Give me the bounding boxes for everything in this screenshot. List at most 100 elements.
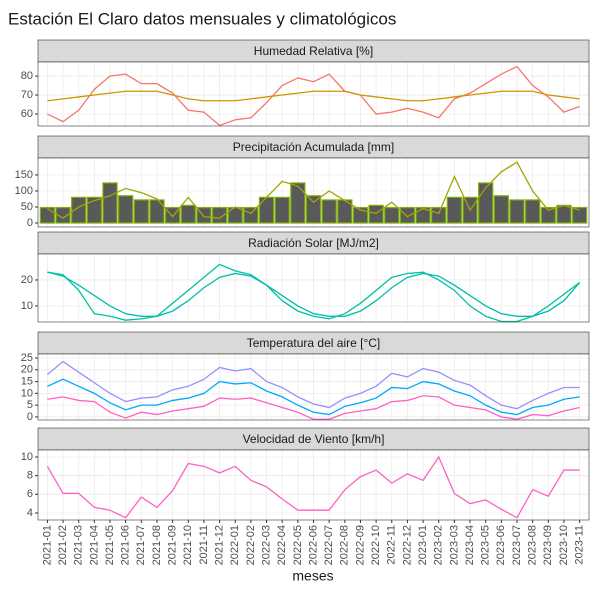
line: [47, 263, 580, 323]
bar: [305, 195, 322, 224]
y-tick-label: 10: [21, 387, 33, 399]
bar: [493, 195, 509, 224]
x-tick-label: 2021-02: [57, 525, 69, 565]
x-tick-label: 2021-12: [213, 525, 225, 565]
y-tick-label: 4: [27, 507, 33, 519]
bar: [180, 204, 196, 224]
line: [47, 90, 580, 102]
y-tick-label: 70: [21, 89, 33, 101]
bar: [540, 207, 556, 224]
y-tick-label: 60: [21, 108, 33, 120]
x-tick-label: 2022-04: [276, 525, 288, 565]
bar: [556, 204, 572, 224]
x-tick-label: 2021-01: [41, 525, 53, 565]
bar: [149, 199, 165, 224]
x-tick-label: 2021-11: [198, 525, 210, 565]
x-tick-label: 2023-04: [464, 525, 476, 565]
strip-label: Velocidad de Viento [km/h]: [243, 432, 385, 446]
x-tick-label: 2023-10: [558, 525, 570, 565]
line: [47, 378, 580, 416]
x-tick-label: 2021-03: [73, 525, 85, 565]
x-tick-label: 2023-06: [495, 525, 507, 565]
line: [46, 360, 580, 410]
x-tick-label: 2022-01: [229, 525, 241, 565]
bar: [133, 199, 149, 224]
x-tick-label: 2021-07: [135, 525, 147, 565]
y-tick-label: 80: [21, 70, 33, 82]
bar: [478, 182, 494, 224]
x-tick-label: 2021-04: [88, 525, 100, 565]
bar: [384, 207, 400, 224]
x-tick-label: 2022-10: [370, 525, 382, 565]
bar: [525, 199, 541, 224]
x-tick-label: 2021-06: [120, 525, 132, 565]
x-tick-label: 2022-05: [292, 525, 304, 565]
x-tick-label: 2023-08: [527, 525, 539, 565]
x-tick-label: 2022-12: [401, 525, 413, 565]
x-tick-label: 2022-11: [386, 525, 398, 565]
bar: [118, 195, 134, 224]
bar: [446, 196, 463, 224]
bar: [243, 207, 259, 224]
line: [46, 455, 580, 519]
bar: [86, 196, 102, 224]
x-tick-label: 2023-02: [433, 525, 445, 565]
x-tick-label: 2022-07: [323, 525, 335, 565]
y-tick-label: 0: [27, 411, 33, 423]
chart-title: Estación El Claro datos mensuales y clim…: [8, 9, 396, 28]
y-tick-label: 0: [27, 217, 33, 229]
bar: [321, 199, 337, 224]
y-tick-label: 150: [15, 169, 33, 181]
bar: [55, 207, 71, 224]
y-tick-label: 8: [27, 470, 33, 482]
x-tick-label: 2022-06: [307, 525, 319, 565]
line: [47, 65, 580, 127]
bar: [571, 207, 588, 224]
x-tick-label: 2023-07: [511, 525, 523, 565]
panel-border: [37, 253, 590, 323]
bar: [415, 207, 431, 224]
bar: [258, 196, 275, 224]
x-tick-label: 2022-03: [260, 525, 272, 565]
y-tick-label: 20: [21, 364, 33, 376]
y-tick-label: 10: [21, 300, 33, 312]
y-tick-label: 6: [27, 488, 33, 500]
strip-label: Humedad Relativa [%]: [254, 44, 373, 58]
bar: [39, 207, 56, 224]
x-axis-label: meses: [292, 568, 333, 584]
panel-border: [37, 157, 590, 228]
y-tick-label: 50: [21, 201, 33, 213]
x-tick-label: 2021-09: [167, 525, 179, 565]
panel-border: [37, 61, 590, 127]
y-tick-label: 15: [21, 375, 33, 387]
y-tick-label: 25: [21, 352, 33, 364]
x-tick-label: 2023-11: [574, 525, 586, 565]
y-tick-label: 20: [21, 274, 33, 286]
bar: [102, 182, 118, 224]
x-tick-label: 2022-09: [354, 525, 366, 565]
x-tick-label: 2022-08: [339, 525, 351, 565]
x-tick-label: 2023-05: [480, 525, 492, 565]
bar: [71, 196, 87, 224]
x-tick-label: 2022-02: [245, 525, 257, 565]
x-tick-label: 2023-01: [417, 525, 429, 565]
bar: [431, 207, 447, 224]
bar: [274, 196, 290, 224]
bar: [509, 199, 525, 224]
x-tick-label: 2023-03: [448, 525, 460, 565]
bar: [399, 207, 416, 224]
y-tick-label: 5: [27, 399, 33, 411]
strip-label: Radiación Solar [MJ/m2]: [248, 236, 379, 250]
x-tick-label: 2021-05: [104, 525, 116, 565]
strip-label: Temperatura del aire [°C]: [247, 336, 381, 350]
y-tick-label: 10: [21, 451, 33, 463]
line: [47, 161, 580, 219]
bar: [211, 207, 228, 224]
line: [47, 395, 580, 420]
panel-border: [37, 353, 590, 421]
strip-label: Precipitación Acumulada [mm]: [233, 140, 394, 154]
x-tick-label: 2021-08: [151, 525, 163, 565]
line: [47, 271, 581, 317]
bar: [290, 182, 306, 224]
